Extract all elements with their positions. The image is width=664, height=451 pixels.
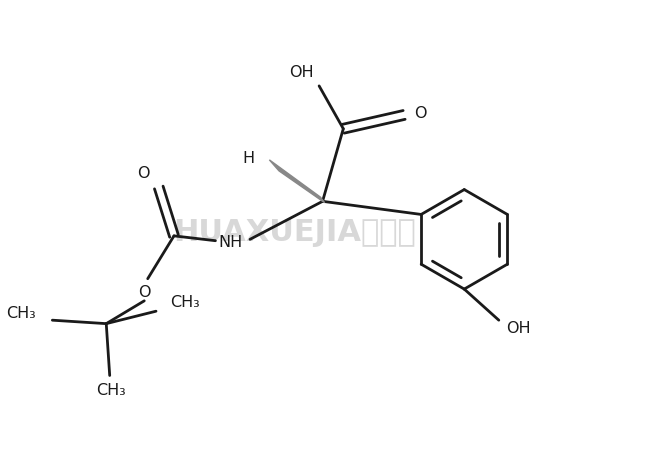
Text: OH: OH bbox=[290, 64, 314, 79]
Text: CH₃: CH₃ bbox=[96, 383, 126, 398]
Text: CH₃: CH₃ bbox=[170, 295, 200, 310]
Text: HUAXUEJIA化学加: HUAXUEJIA化学加 bbox=[173, 218, 416, 247]
Text: OH: OH bbox=[506, 321, 531, 336]
Text: CH₃: CH₃ bbox=[7, 306, 36, 321]
Text: O: O bbox=[414, 106, 427, 121]
Polygon shape bbox=[270, 160, 325, 202]
Text: NH: NH bbox=[218, 235, 243, 250]
Text: O: O bbox=[138, 285, 151, 300]
Text: H: H bbox=[243, 151, 255, 166]
Text: O: O bbox=[137, 166, 150, 181]
